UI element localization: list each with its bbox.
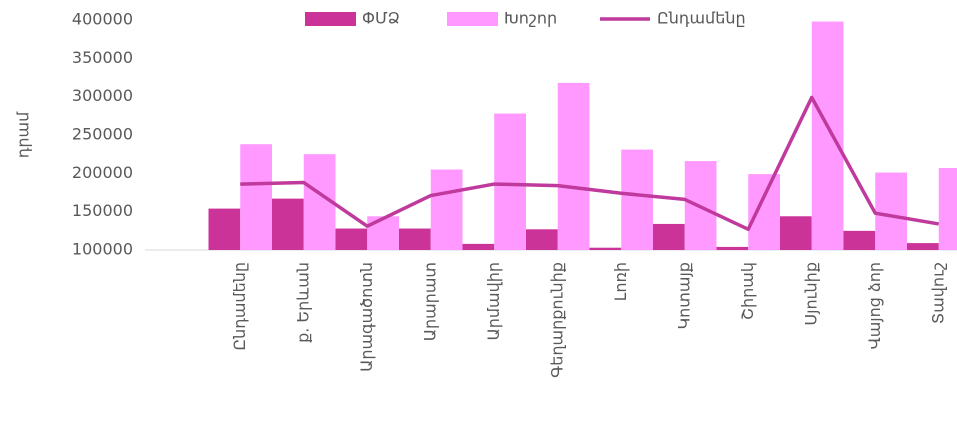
x-tick-label: ք. Երևան xyxy=(293,262,312,343)
bar xyxy=(621,149,653,250)
y-tick-label: 150000 xyxy=(72,201,133,220)
y-tick-label: 350000 xyxy=(72,48,133,67)
y-tick-label: 400000 xyxy=(72,10,133,29)
bar xyxy=(938,167,957,250)
bar xyxy=(494,113,526,251)
x-tick-label: Սյունիք xyxy=(801,262,820,326)
legend-swatch xyxy=(305,12,356,26)
y-tick-label: 100000 xyxy=(72,240,133,259)
bar xyxy=(430,169,463,250)
y-axis-label: դրամ xyxy=(14,111,33,158)
line-series xyxy=(240,95,940,232)
x-tick-label: Կոտայք xyxy=(674,262,693,330)
bar xyxy=(653,223,685,250)
y-tick-label: 200000 xyxy=(72,163,133,182)
bar xyxy=(589,247,622,250)
x-tick-label: Ընդամենը xyxy=(230,262,249,351)
bar xyxy=(875,172,907,250)
bar xyxy=(462,243,495,250)
x-tick-label: Վայոց ձոր xyxy=(865,262,884,349)
legend-label: Ընդամենը xyxy=(657,9,746,28)
bar xyxy=(557,82,590,250)
bar xyxy=(748,174,780,250)
bar xyxy=(907,243,939,250)
x-tick-label: Տավուշ xyxy=(928,262,947,324)
y-tick-label: 250000 xyxy=(72,125,133,144)
bar xyxy=(780,216,812,250)
x-tick-label: Արարատ xyxy=(420,262,439,341)
x-tick-label: Շիրակ xyxy=(738,262,757,320)
x-tick-label: Լոռի xyxy=(611,262,630,301)
bar xyxy=(272,198,304,250)
bar xyxy=(811,21,844,251)
legend-label: ՓՄՁ xyxy=(362,9,400,28)
bar xyxy=(716,246,749,250)
bar xyxy=(208,208,241,250)
bar xyxy=(526,229,558,250)
legend-label: Խոշոր xyxy=(504,9,557,28)
y-tick-label: 300000 xyxy=(72,86,133,105)
bar xyxy=(367,216,399,250)
bar xyxy=(240,144,272,250)
bar xyxy=(399,228,431,250)
bar xyxy=(843,230,876,250)
x-tick-label: Արագածոտն xyxy=(357,262,376,372)
bar xyxy=(335,228,368,250)
x-tick-label: Գեղարքունիք xyxy=(547,262,566,378)
legend-swatch xyxy=(447,12,498,26)
x-tick-label: Արմավիր xyxy=(484,262,503,341)
